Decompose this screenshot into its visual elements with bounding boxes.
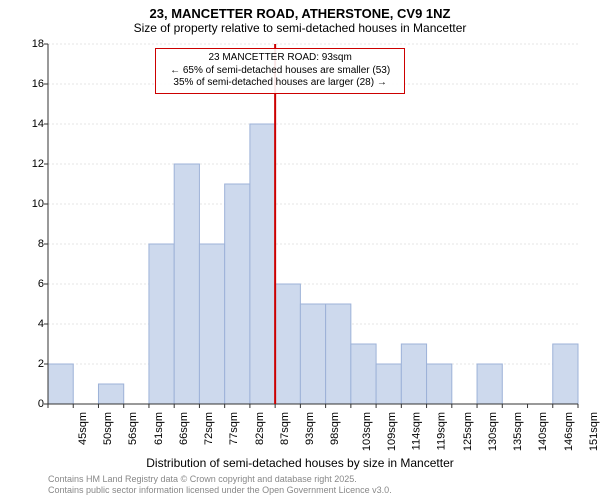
- histogram-plot: [48, 44, 578, 404]
- x-tick-label: 130sqm: [487, 412, 499, 451]
- x-tick-label: 56sqm: [128, 412, 140, 445]
- x-tick-label: 66sqm: [178, 412, 190, 445]
- chart-container: 23, MANCETTER ROAD, ATHERSTONE, CV9 1NZ …: [0, 0, 600, 500]
- footer-attribution: Contains HM Land Registry data © Crown c…: [48, 474, 392, 496]
- x-axis-label: Distribution of semi-detached houses by …: [0, 456, 600, 470]
- y-tick-label: 6: [14, 278, 44, 290]
- x-tick-label: 135sqm: [512, 412, 524, 451]
- x-tick-label: 109sqm: [386, 412, 398, 451]
- annotation-line3: 35% of semi-detached houses are larger (…: [161, 77, 399, 90]
- x-tick-label: 82sqm: [254, 412, 266, 445]
- footer-line2: Contains public sector information licen…: [48, 485, 392, 496]
- x-tick-label: 103sqm: [361, 412, 373, 451]
- x-tick-label: 146sqm: [563, 412, 575, 451]
- x-tick-label: 93sqm: [304, 412, 316, 445]
- annotation-line2: ← 65% of semi-detached houses are smalle…: [161, 65, 399, 78]
- y-tick-label: 8: [14, 238, 44, 250]
- x-tick-label: 77sqm: [228, 412, 240, 445]
- x-tick-label: 114sqm: [410, 412, 422, 450]
- footer-line1: Contains HM Land Registry data © Crown c…: [48, 474, 392, 485]
- x-tick-label: 119sqm: [436, 412, 448, 450]
- title-sub: Size of property relative to semi-detach…: [0, 21, 600, 39]
- y-tick-label: 12: [14, 158, 44, 170]
- y-tick-label: 4: [14, 318, 44, 330]
- y-tick-label: 18: [14, 38, 44, 50]
- y-tick-label: 10: [14, 198, 44, 210]
- x-tick-label: 125sqm: [462, 412, 474, 451]
- annotation-line1: 23 MANCETTER ROAD: 93sqm: [161, 52, 399, 65]
- y-tick-label: 14: [14, 118, 44, 130]
- x-tick-label: 98sqm: [329, 412, 341, 445]
- annotation-box: 23 MANCETTER ROAD: 93sqm ← 65% of semi-d…: [155, 48, 405, 94]
- x-tick-label: 140sqm: [537, 412, 549, 451]
- y-tick-label: 16: [14, 78, 44, 90]
- x-tick-label: 50sqm: [102, 412, 114, 445]
- x-tick-label: 87sqm: [279, 412, 291, 445]
- x-tick-label: 45sqm: [77, 412, 89, 445]
- x-tick-label: 61sqm: [153, 412, 165, 445]
- y-tick-label: 0: [14, 398, 44, 410]
- title-main: 23, MANCETTER ROAD, ATHERSTONE, CV9 1NZ: [0, 0, 600, 21]
- x-tick-label: 151sqm: [588, 412, 600, 451]
- y-tick-label: 2: [14, 358, 44, 370]
- x-tick-label: 72sqm: [203, 412, 215, 445]
